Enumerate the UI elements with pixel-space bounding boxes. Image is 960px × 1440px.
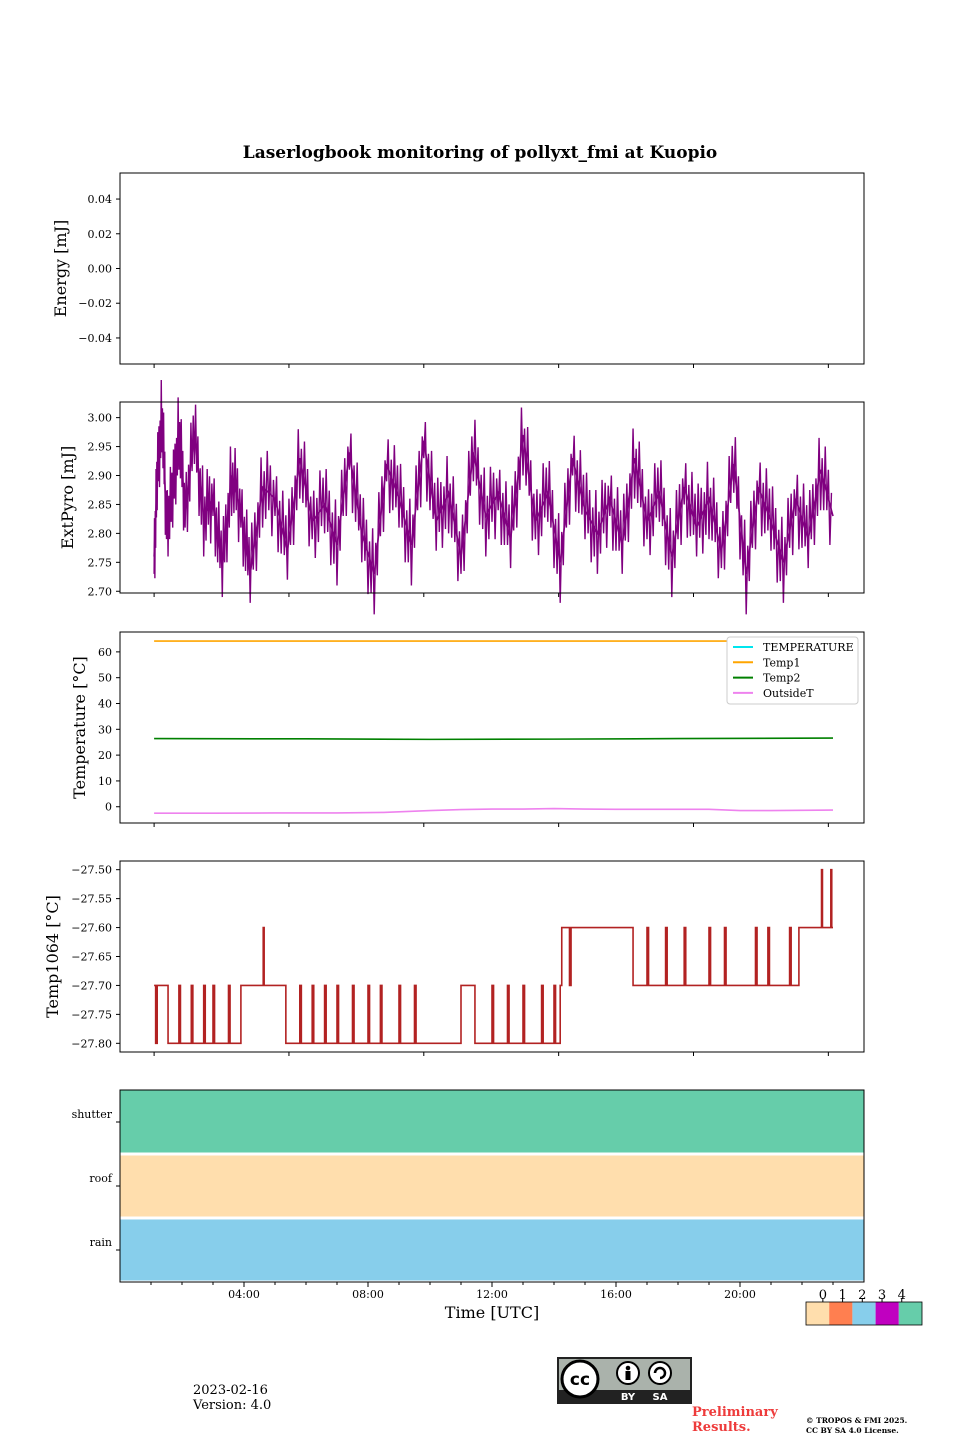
figure-title: Laserlogbook monitoring of pollyxt_fmi a… [243,143,718,163]
colorbar-tick-label: 3 [878,1288,886,1303]
copyright-note: © TROPOS & FMI 2025. CC BY SA 4.0 Licens… [806,1416,907,1436]
temp1064-ytick-label: −27.75 [71,1008,112,1021]
temperature-ytick-label: 0 [105,801,112,814]
extpyro-ytick-label: 3.00 [88,412,113,425]
legend-label-temperature: TEMPERATURE [763,641,854,654]
temperature-series-outsidet [154,807,834,814]
temp1064-panel: −27.50 −27.55 −27.60 −27.65 −27.70 −27.75 −27.… [43,860,865,1056]
extpyro-ytick-label: 2.70 [88,585,113,598]
extpyro-series-detail [153,380,833,615]
colorbar-tick-label: 1 [838,1288,846,1303]
extpyro-ytick-label: 2.75 [88,556,113,569]
cc-sa-label: SA [653,1392,668,1403]
legend-label-outsidet: OutsideT [763,687,814,700]
colorbar-swatch-1 [829,1302,853,1325]
extpyro-ylabel: ExtPyro [mJ] [58,446,77,549]
temperature-series-temp2 [154,737,834,741]
temperature-ytick-label: 50 [98,672,112,685]
status-row-label-rain: rain [90,1236,112,1249]
temp1064-ytick-label: −27.60 [71,922,112,935]
status-panel: shutter roof rain 04:00 08:00 12:00 16:00 20:00 [72,1089,865,1301]
temperature-ytick-label: 10 [98,775,112,788]
share-alike-icon [648,1361,672,1385]
preliminary-line1: Preliminary [692,1405,778,1420]
legend-label-temp1: Temp1 [763,656,800,669]
status-row-label-roof: roof [89,1172,113,1185]
colorbar-frame [805,1301,923,1326]
temp1064-ylabel: Temp1064 [°C] [43,895,62,1018]
temperature-ytick-label: 20 [98,749,112,762]
status-row-rain [120,1219,864,1281]
temp1064-series-temp1064 [154,868,833,1045]
temperature-panel: 60 50 40 30 20 10 0 Temperature [°C] TEMPERATURE… [70,631,865,827]
status-xtick-label: 12:00 [476,1288,508,1301]
preliminary-note: Preliminary Results. [692,1405,778,1435]
energy-frame [119,172,865,365]
colorbar-swatch-0 [806,1302,830,1325]
temp1064-ytick-label: −27.65 [71,951,112,964]
temp1064-ytick-label: −27.80 [71,1037,112,1050]
colorbar-swatch-3 [875,1302,899,1325]
temp1064-ytick-label: −27.55 [71,893,112,906]
energy-ylabel: Energy [mJ] [51,220,70,318]
extpyro-ytick-label: 2.90 [88,470,113,483]
extpyro-panel: 3.00 2.95 2.90 2.85 2.80 2.75 2.70 ExtPyro [mJ] [58,380,865,615]
energy-ytick-label: 0.02 [88,228,113,241]
extpyro-frame [119,401,865,594]
cc-logo-text: cc [570,1370,590,1390]
energy-ytick-label: 0.00 [88,263,113,276]
legend-label-temp2: Temp2 [763,672,800,685]
temperature-ytick-label: 30 [98,723,112,736]
status-xtick-label: 04:00 [228,1288,260,1301]
date-version-block: 2023-02-16 Version: 4.0 [193,1383,271,1413]
energy-ytick-label: −0.04 [78,332,112,345]
temperature-ylabel: Temperature [°C] [70,656,89,799]
cc-license-badge: cc BY SA [557,1357,692,1404]
energy-ytick-label: −0.02 [78,297,112,310]
status-row-label-shutter: shutter [72,1108,113,1121]
status-row-roof [120,1155,864,1217]
temp1064-ytick-label: −27.50 [71,864,112,877]
cc-logo-icon [560,1359,600,1399]
cc-by-label: BY [621,1392,636,1403]
colorbar-tick-label: 4 [898,1288,906,1303]
version-label: Version: 4.0 [193,1398,272,1413]
status-xtick-label: 20:00 [724,1288,756,1301]
colorbar-tick-label: 0 [819,1288,827,1303]
extpyro-ytick-label: 2.95 [88,441,113,454]
energy-ytick-label: 0.04 [88,193,113,206]
temperature-ytick-label: 40 [98,697,112,710]
extpyro-ytick-label: 2.80 [88,527,113,540]
colorbar-swatch-4 [898,1302,922,1325]
copyright-line2: CC BY SA 4.0 License. [806,1426,899,1435]
status-row-shutter [120,1090,864,1153]
date-label: 2023-02-16 [193,1383,268,1398]
copyright-line1: © TROPOS & FMI 2025. [806,1416,908,1425]
x-axis-label: Time [UTC] [445,1303,539,1322]
extpyro-ytick-label: 2.85 [88,498,113,511]
preliminary-line2: Results. [692,1420,751,1435]
legend-box [726,636,859,705]
temperature-ytick-label: 60 [98,646,112,659]
status-xtick-label: 08:00 [352,1288,384,1301]
colorbar-swatch-2 [852,1302,876,1325]
temperature-frame [119,631,865,824]
energy-panel: 0.04 0.02 0.00 −0.02 −0.04 Energy [mJ] [51,172,865,368]
temp1064-ytick-label: −27.70 [71,979,112,992]
colorbar-tick-label: 2 [858,1288,866,1303]
status-xtick-label: 16:00 [600,1288,632,1301]
